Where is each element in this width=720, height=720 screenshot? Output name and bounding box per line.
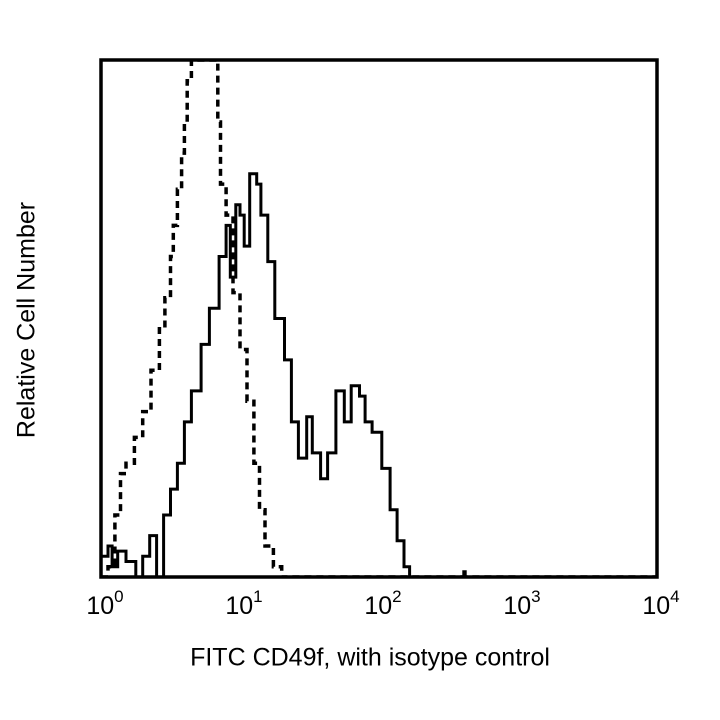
x-tick-label: 101	[225, 588, 262, 621]
x-tick-exponent: 3	[531, 586, 541, 606]
x-tick-base: 10	[225, 592, 254, 620]
x-tick-base: 10	[364, 592, 393, 620]
y-axis-label: Relative Cell Number	[12, 201, 41, 439]
x-tick-label: 104	[642, 588, 679, 621]
isotype-control-histogram-line	[102, 60, 657, 577]
x-tick-base: 10	[642, 592, 671, 620]
x-tick-label: 102	[364, 588, 401, 621]
x-tick-base: 10	[503, 592, 532, 620]
x-tick-label: 103	[503, 588, 540, 621]
x-tick-exponent: 2	[392, 586, 402, 606]
x-tick-exponent: 4	[670, 586, 680, 606]
x-tick-base: 10	[86, 592, 115, 620]
x-tick-exponent: 1	[253, 586, 263, 606]
x-tick-label: 100	[86, 588, 123, 621]
cd49f-histogram-line	[102, 172, 657, 577]
x-axis-label: FITC CD49f, with isotype control	[190, 643, 550, 672]
x-tick-exponent: 0	[114, 586, 124, 606]
plot-frame	[99, 58, 659, 579]
